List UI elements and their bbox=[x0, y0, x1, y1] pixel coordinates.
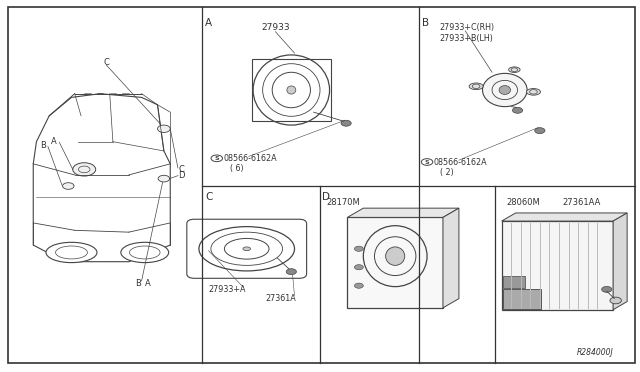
Text: 27361A: 27361A bbox=[266, 294, 296, 303]
Circle shape bbox=[513, 108, 523, 113]
Text: A: A bbox=[51, 137, 57, 146]
Text: C: C bbox=[179, 165, 184, 174]
Ellipse shape bbox=[509, 67, 520, 73]
Circle shape bbox=[157, 125, 170, 132]
Polygon shape bbox=[348, 208, 459, 217]
Text: C: C bbox=[104, 58, 109, 67]
Text: 28060M: 28060M bbox=[507, 198, 540, 207]
Ellipse shape bbox=[46, 242, 97, 263]
Text: A: A bbox=[205, 18, 212, 28]
Circle shape bbox=[610, 297, 621, 304]
Polygon shape bbox=[502, 213, 627, 221]
Text: 28170M: 28170M bbox=[326, 198, 360, 207]
Circle shape bbox=[63, 183, 74, 189]
Ellipse shape bbox=[499, 86, 511, 94]
Text: C: C bbox=[205, 192, 212, 202]
Text: 27933+C(RH): 27933+C(RH) bbox=[440, 23, 495, 32]
Text: B: B bbox=[136, 279, 141, 288]
Circle shape bbox=[73, 163, 96, 176]
Bar bbox=[252, 59, 331, 121]
Circle shape bbox=[341, 120, 351, 126]
Bar bbox=[503, 289, 541, 309]
Ellipse shape bbox=[527, 89, 540, 95]
Text: 27933+B(LH): 27933+B(LH) bbox=[440, 34, 493, 43]
Ellipse shape bbox=[243, 247, 250, 251]
Text: 27361AA: 27361AA bbox=[562, 198, 600, 207]
Text: ( 2): ( 2) bbox=[440, 168, 454, 177]
Text: D: D bbox=[322, 192, 330, 202]
Text: S: S bbox=[214, 156, 219, 161]
Bar bbox=[502, 221, 613, 310]
Text: 27933+A: 27933+A bbox=[209, 285, 246, 294]
Text: B: B bbox=[40, 141, 45, 150]
Ellipse shape bbox=[469, 83, 483, 90]
Text: D: D bbox=[179, 171, 185, 180]
Ellipse shape bbox=[386, 247, 404, 265]
Circle shape bbox=[355, 246, 364, 251]
Bar bbox=[503, 276, 525, 288]
Polygon shape bbox=[443, 208, 459, 308]
Text: B: B bbox=[422, 18, 429, 28]
Ellipse shape bbox=[483, 73, 527, 107]
Text: S: S bbox=[425, 160, 429, 164]
Text: 08566-6162A: 08566-6162A bbox=[433, 157, 487, 167]
Circle shape bbox=[602, 286, 612, 292]
Circle shape bbox=[158, 175, 170, 182]
Circle shape bbox=[535, 128, 545, 134]
Text: A: A bbox=[145, 279, 151, 288]
Text: ( 6): ( 6) bbox=[230, 164, 243, 173]
Text: 08566-6162A: 08566-6162A bbox=[223, 154, 276, 163]
Text: 27933: 27933 bbox=[261, 23, 290, 32]
Circle shape bbox=[286, 269, 296, 275]
Bar bbox=[348, 217, 443, 308]
Polygon shape bbox=[613, 213, 627, 310]
Ellipse shape bbox=[287, 86, 296, 94]
Ellipse shape bbox=[121, 242, 169, 263]
Circle shape bbox=[355, 264, 364, 270]
Text: R284000J: R284000J bbox=[577, 347, 613, 357]
Circle shape bbox=[355, 283, 364, 288]
